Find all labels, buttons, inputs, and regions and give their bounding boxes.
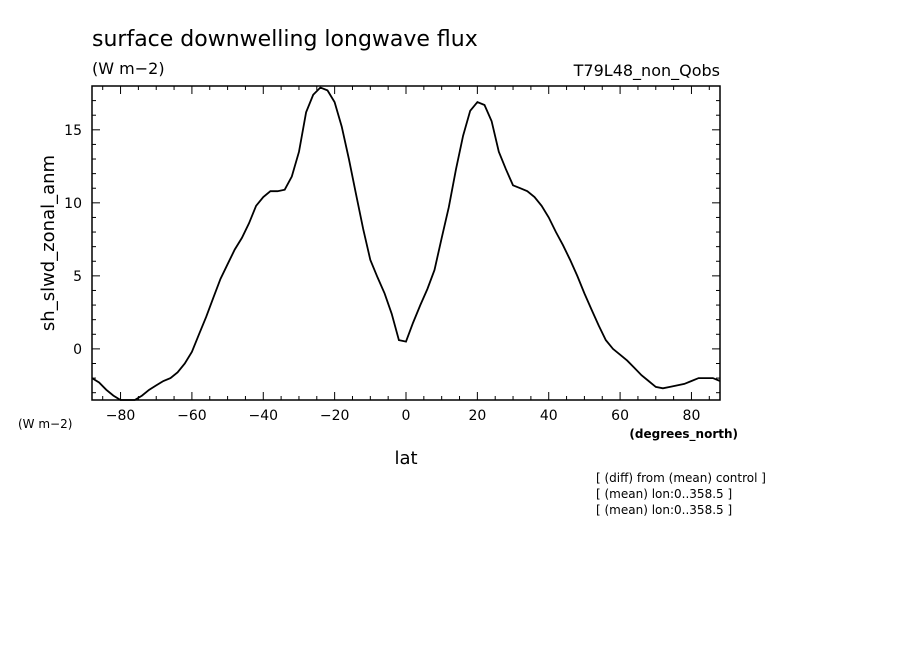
run-label: T79L48_non_Qobs (573, 61, 720, 81)
note-mean-lon-2: [ (mean) lon:0..358.5 ] (596, 503, 732, 517)
x-axis-units: (degrees_north) (629, 427, 738, 442)
y-axis-ticks (92, 100, 720, 394)
x-tick-label: −40 (248, 408, 278, 424)
chart-subtitle: (W m−2) (92, 59, 165, 78)
x-tick-label: 20 (468, 408, 486, 424)
y-tick-label: 15 (64, 123, 82, 139)
x-axis-ticks (102, 86, 710, 400)
y-tick-label: 0 (73, 342, 82, 358)
note-diff: [ (diff) from (mean) control ] (596, 471, 766, 485)
x-tick-label: 0 (402, 408, 411, 424)
y-tick-label: 10 (64, 196, 82, 212)
x-tick-label: 60 (611, 408, 629, 424)
y-tick-label: 5 (73, 269, 82, 285)
x-tick-label: 40 (540, 408, 558, 424)
y-axis-label: sh_slwd_zonal_anm (38, 155, 59, 331)
y-axis-units: (W m−2) (18, 417, 72, 431)
chart-title: surface downwelling longwave flux (92, 27, 478, 52)
series-line (91, 86, 721, 401)
x-tick-label: −80 (106, 408, 136, 424)
y-axis-tick-labels: 0 5 10 15 (64, 123, 82, 358)
x-axis-label: lat (394, 448, 417, 469)
plot-frame (91, 85, 721, 401)
x-tick-label: 80 (683, 408, 701, 424)
x-tick-label: −20 (320, 408, 350, 424)
x-axis-tick-labels: −80 −60 −40 −20 0 20 40 60 80 (106, 408, 701, 424)
note-mean-lon-1: [ (mean) lon:0..358.5 ] (596, 487, 732, 501)
x-tick-label: −60 (177, 408, 207, 424)
